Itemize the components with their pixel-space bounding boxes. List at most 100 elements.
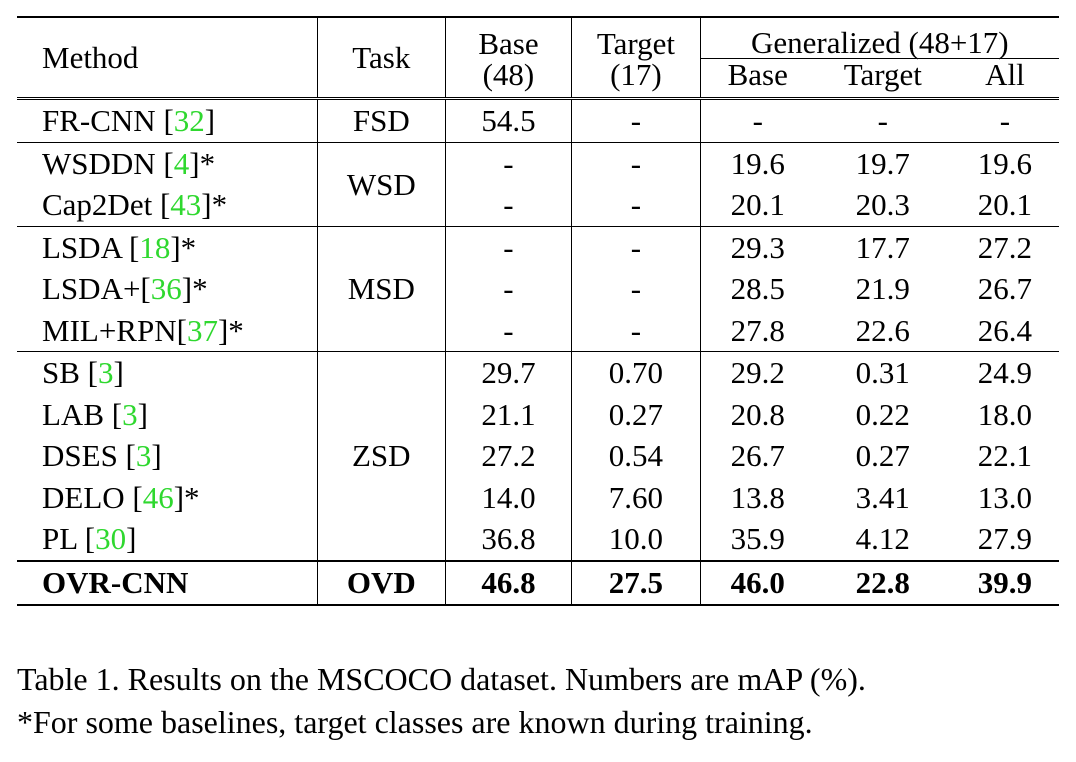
gen-target-cell: 4.12 bbox=[855, 521, 910, 557]
base-cell: - bbox=[445, 141, 573, 184]
reference-link[interactable]: 32 bbox=[173, 103, 205, 139]
table-row: MIL+RPN[37]* - - 27.8 22.6 26.4 bbox=[17, 309, 1059, 352]
header-row-2: (48) (17) Base Target All bbox=[17, 57, 1059, 99]
reference-link[interactable]: 18 bbox=[139, 229, 171, 265]
reference-link[interactable]: 37 bbox=[186, 312, 218, 348]
gen-target-cell: - bbox=[814, 97, 951, 142]
table-row: LSDA [18]* MSD - - 29.3 17.7 27.2 bbox=[17, 225, 1059, 352]
reference-link[interactable]: 36 bbox=[150, 271, 182, 307]
target-cell: - bbox=[571, 309, 701, 352]
gen-target-cell: 22.6 bbox=[855, 312, 910, 348]
gen-base-cell: 26.7 bbox=[730, 438, 785, 474]
target-cell: 0.70 bbox=[571, 351, 701, 394]
table-row: PL [30] 36.8 10.0 35.9 4.12 27.9 bbox=[17, 518, 1059, 561]
base-cell: 54.5 bbox=[445, 97, 573, 142]
gen-all-cell: 26.4 bbox=[977, 312, 1032, 348]
method-suffix: ] bbox=[137, 396, 148, 432]
target-cell: 0.27 bbox=[571, 393, 701, 435]
gen-target-cell: 0.22 bbox=[855, 396, 910, 432]
gen-all-cell: 24.9 bbox=[950, 351, 1059, 394]
base-cell: 46.8 bbox=[445, 559, 573, 606]
target-cell: 27.5 bbox=[571, 559, 701, 606]
gen-target-cell: 21.9 bbox=[855, 271, 910, 307]
reference-link[interactable]: 46 bbox=[142, 479, 174, 515]
method-cell: WSDDN [4]* bbox=[17, 141, 318, 184]
base-cell: - bbox=[445, 309, 573, 352]
method-suffix: ]* bbox=[201, 187, 228, 223]
method-name: Cap2Det [ bbox=[42, 187, 171, 223]
table-row-ours: OVR-CNN OVD 46.8 27.5 46.0 22.8 39.9 bbox=[17, 559, 1059, 606]
gen-target-cell: 0.31 bbox=[814, 351, 951, 394]
caption-line-2: *For some baselines, target classes are … bbox=[17, 704, 813, 740]
method-cell: LSDA+[36]* bbox=[17, 268, 318, 310]
method-cell: LAB [3] bbox=[17, 393, 318, 435]
gen-all-cell: 39.9 bbox=[950, 559, 1059, 606]
gen-all-cell: 22.1 bbox=[977, 438, 1032, 474]
reference-link[interactable]: 3 bbox=[98, 355, 114, 391]
gen-all-cell: 27.2 bbox=[950, 225, 1059, 268]
method-cell: Cap2Det [43]* bbox=[17, 184, 318, 226]
method-suffix: ]* bbox=[217, 312, 244, 348]
gen-all-cell: 18.0 bbox=[977, 396, 1032, 432]
method-cell: MIL+RPN[37]* bbox=[17, 309, 318, 352]
table-row: LAB [3] 21.1 0.27 20.8 0.22 18.0 bbox=[17, 393, 1059, 435]
method-suffix: ] bbox=[204, 103, 216, 139]
reference-link[interactable]: 30 bbox=[95, 521, 127, 557]
gen-base-cell: - bbox=[700, 97, 815, 142]
target-cell: - bbox=[571, 141, 701, 184]
method-name: MIL+RPN[ bbox=[42, 312, 187, 348]
header-target-line1: Target bbox=[571, 17, 701, 59]
header-gen-base: Base bbox=[727, 57, 788, 92]
method-name: DELO [ bbox=[42, 479, 143, 515]
method-suffix: ]* bbox=[181, 271, 208, 307]
method-suffix: ] bbox=[113, 355, 124, 391]
base-cell: 36.8 bbox=[445, 518, 573, 561]
method-name: LSDA [ bbox=[42, 229, 140, 265]
gen-target-cell: 19.7 bbox=[814, 141, 951, 184]
header-task: Task bbox=[317, 17, 446, 99]
base-cell: - bbox=[445, 184, 573, 226]
target-cell: 0.54 bbox=[571, 435, 701, 477]
gen-base-cell: 46.0 bbox=[700, 559, 815, 606]
target-cell: - bbox=[571, 268, 701, 310]
target-cell: - bbox=[571, 225, 701, 268]
table-row: SB [3] ZSD 29.7 0.70 29.2 0.31 24.9 bbox=[17, 351, 1059, 561]
header-target-line2: (17) bbox=[571, 58, 701, 99]
task-cell: OVD bbox=[317, 559, 446, 606]
task-cell: MSD bbox=[317, 225, 446, 352]
header-base-line2: (48) bbox=[445, 58, 573, 99]
method-cell: LSDA [18]* bbox=[17, 225, 318, 268]
method-name: SB [ bbox=[42, 355, 98, 391]
base-cell: - bbox=[445, 225, 573, 268]
gen-base-cell: 35.9 bbox=[730, 521, 785, 557]
method-cell: DSES [3] bbox=[17, 435, 318, 477]
gen-base-cell: 13.8 bbox=[730, 479, 785, 515]
target-cell: - bbox=[571, 184, 701, 226]
gen-target-cell: 3.41 bbox=[855, 479, 910, 515]
method-suffix: ]* bbox=[173, 479, 200, 515]
table-row: FR-CNN [32] FSD 54.5 - - - - bbox=[17, 97, 1059, 142]
gen-target-cell: 22.8 bbox=[814, 559, 951, 606]
task-cell: ZSD bbox=[317, 351, 446, 561]
gen-all-cell: - bbox=[950, 97, 1059, 142]
gen-base-cell: 28.5 bbox=[730, 271, 785, 307]
gen-target-cell: 0.27 bbox=[855, 438, 910, 474]
reference-link[interactable]: 4 bbox=[173, 145, 190, 181]
gen-base-cell: 19.6 bbox=[700, 141, 815, 184]
table-row: DSES [3] 27.2 0.54 26.7 0.27 22.1 bbox=[17, 435, 1059, 477]
header-gen-all: All bbox=[985, 57, 1025, 92]
method-name: PL [ bbox=[42, 521, 96, 557]
gen-all-cell: 20.1 bbox=[977, 187, 1032, 223]
method-suffix: ]* bbox=[189, 145, 216, 181]
results-table: Method Task Base Target Generalized (48+… bbox=[17, 16, 1059, 606]
reference-link[interactable]: 3 bbox=[122, 396, 138, 432]
table-row: LSDA+[36]* - - 28.5 21.9 26.7 bbox=[17, 268, 1059, 310]
base-cell: 27.2 bbox=[445, 435, 573, 477]
reference-link[interactable]: 43 bbox=[170, 187, 202, 223]
header-generalized: Generalized (48+17) bbox=[700, 17, 1059, 59]
table-row: DELO [46]* 14.0 7.60 13.8 3.41 13.0 bbox=[17, 476, 1059, 518]
reference-link[interactable]: 3 bbox=[135, 438, 152, 474]
gen-base-cell: 27.8 bbox=[730, 312, 785, 348]
method-suffix: ] bbox=[151, 438, 162, 474]
method-name: LSDA+[ bbox=[42, 271, 151, 307]
